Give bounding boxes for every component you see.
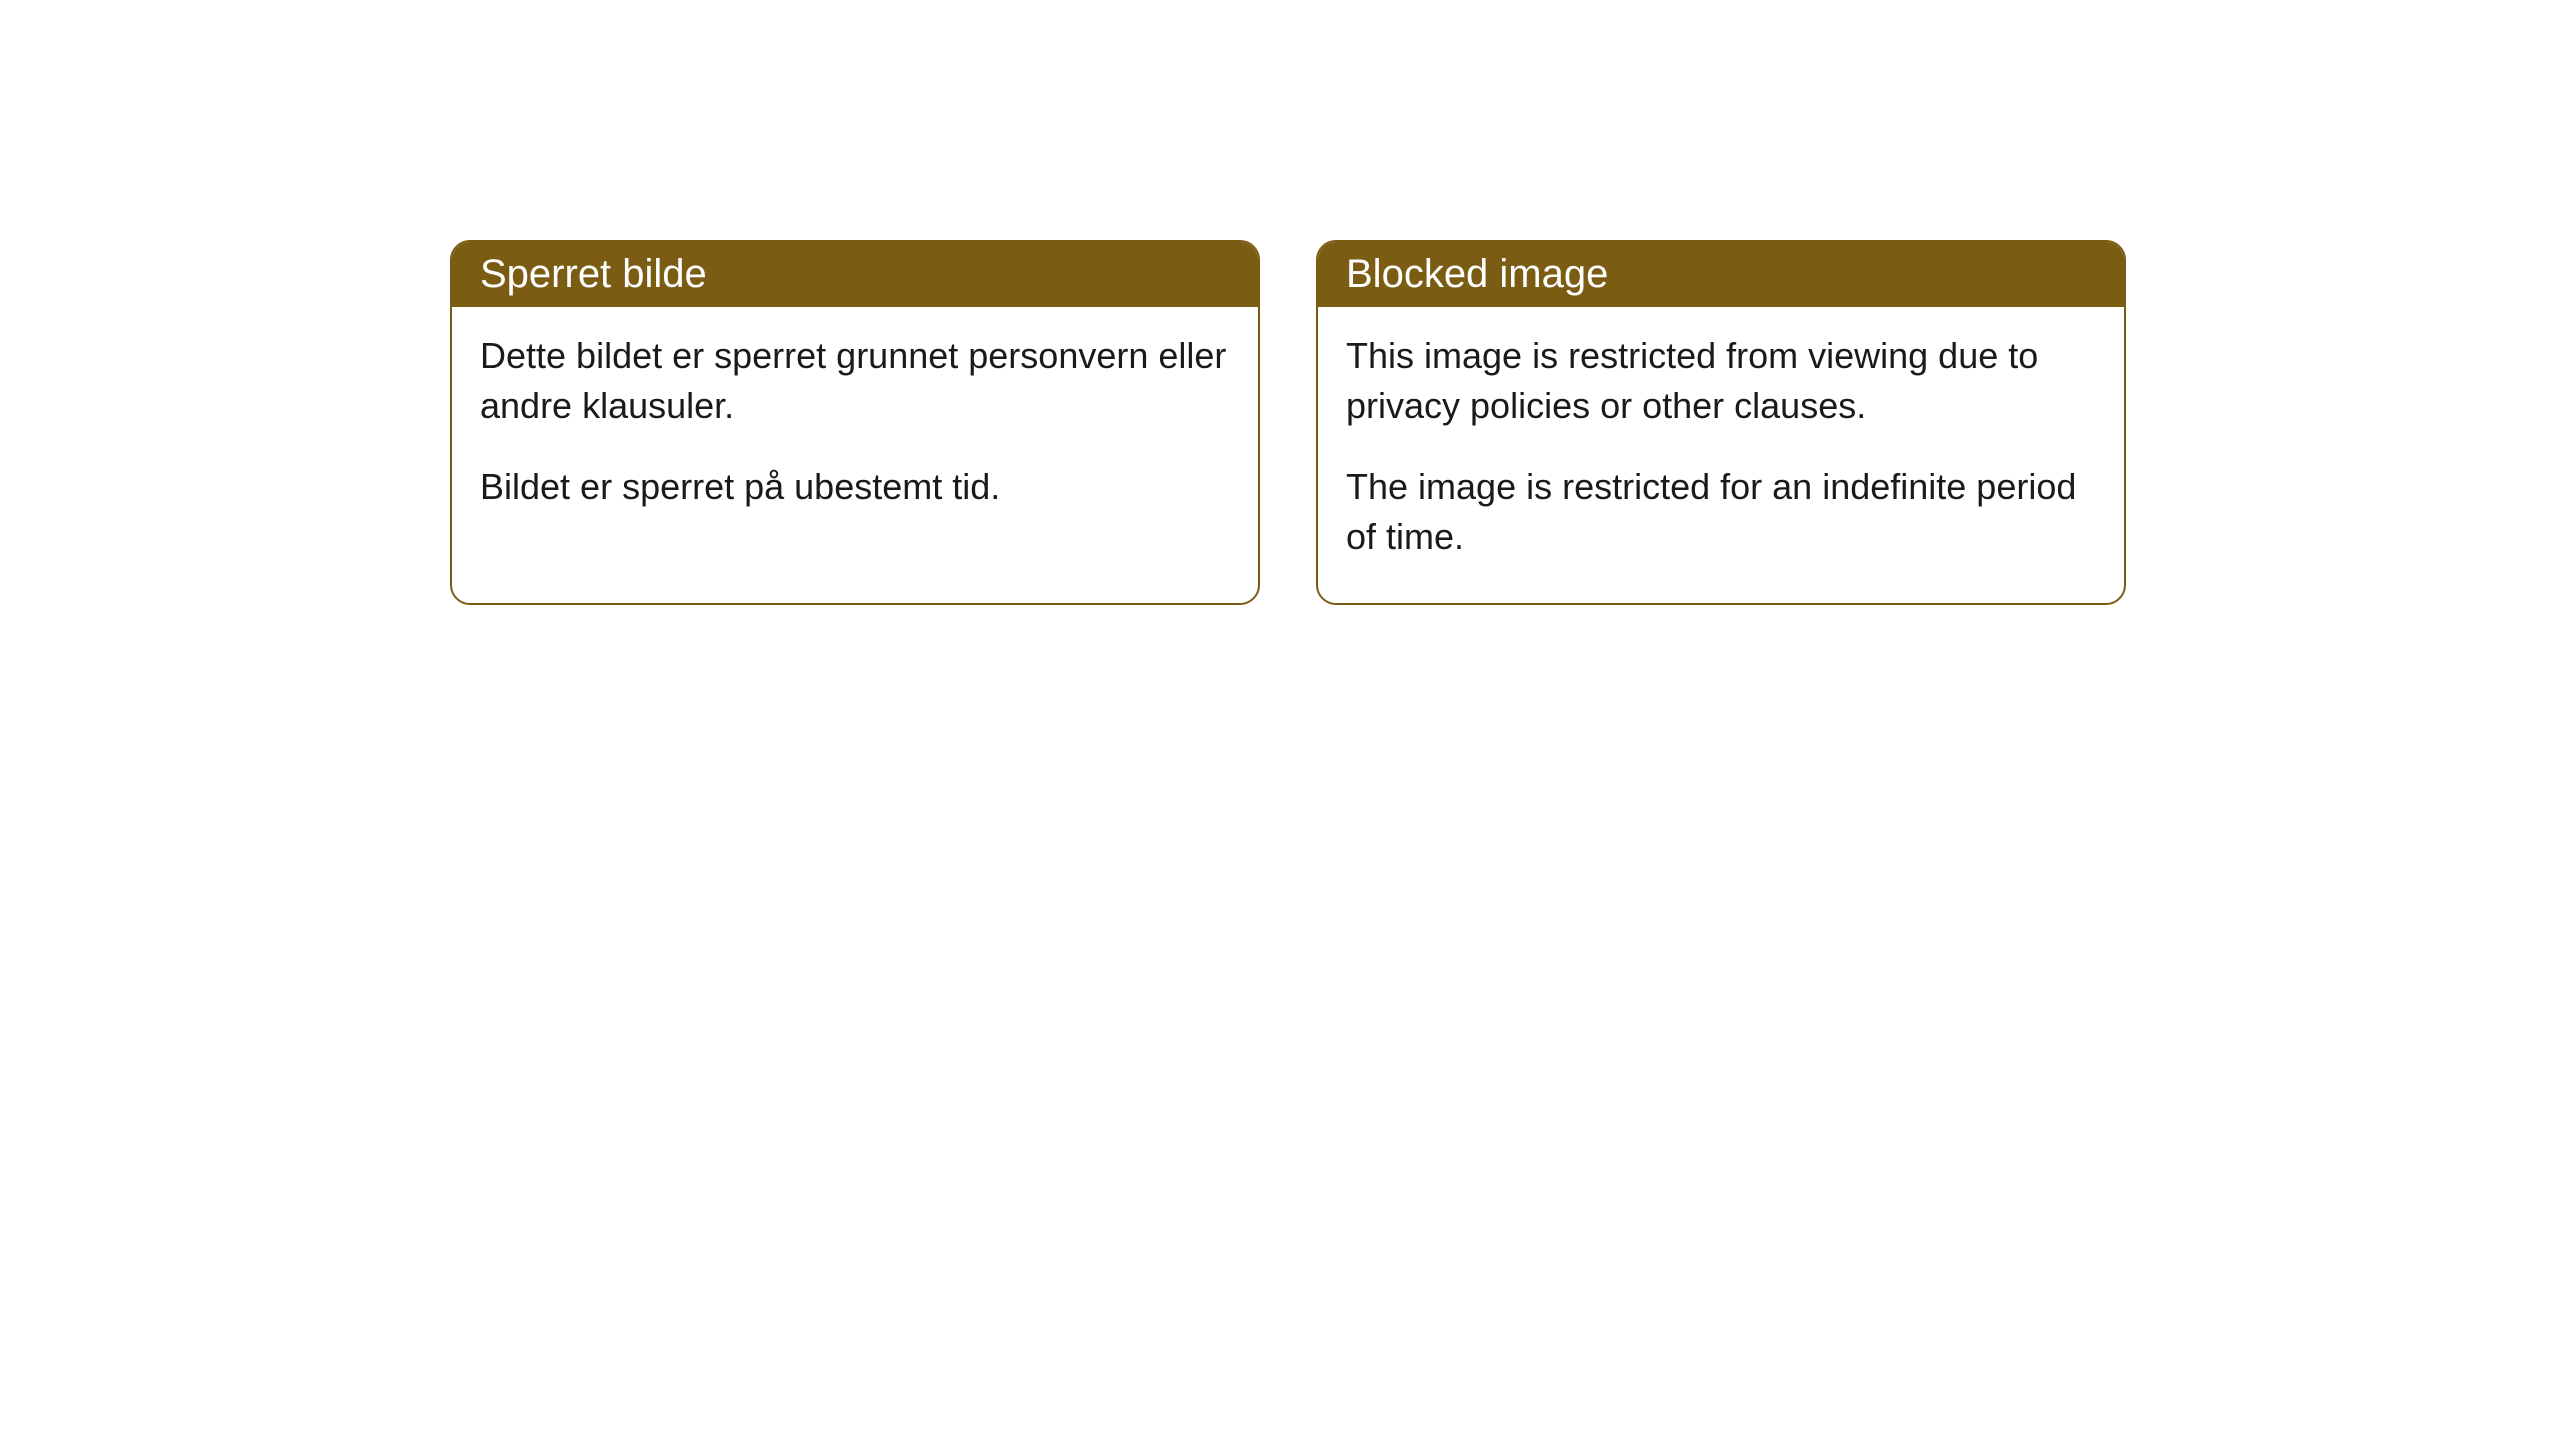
notice-card-norwegian: Sperret bilde Dette bildet er sperret gr… [450, 240, 1260, 605]
card-title: Sperret bilde [480, 252, 707, 296]
notice-cards-container: Sperret bilde Dette bildet er sperret gr… [450, 240, 2126, 605]
card-body: Dette bildet er sperret grunnet personve… [452, 307, 1258, 552]
notice-card-english: Blocked image This image is restricted f… [1316, 240, 2126, 605]
card-paragraph: This image is restricted from viewing du… [1346, 331, 2096, 432]
card-paragraph: Bildet er sperret på ubestemt tid. [480, 462, 1230, 512]
card-header: Sperret bilde [452, 242, 1258, 307]
card-title: Blocked image [1346, 252, 1608, 296]
card-paragraph: Dette bildet er sperret grunnet personve… [480, 331, 1230, 432]
card-body: This image is restricted from viewing du… [1318, 307, 2124, 603]
card-header: Blocked image [1318, 242, 2124, 307]
card-paragraph: The image is restricted for an indefinit… [1346, 462, 2096, 563]
